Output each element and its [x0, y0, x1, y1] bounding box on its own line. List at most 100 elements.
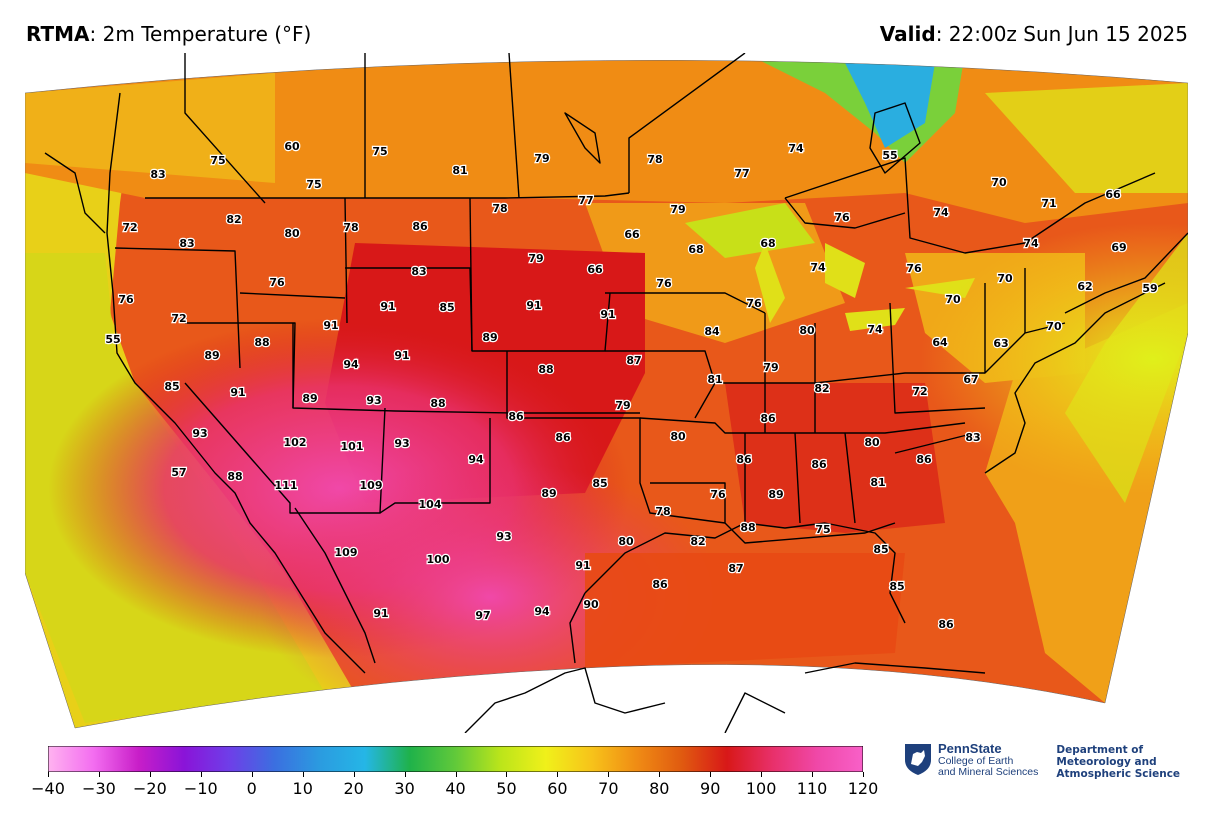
- colorbar-tickmark: [98, 772, 100, 777]
- temperature-label: 83: [150, 168, 165, 181]
- temperature-label: 86: [555, 431, 571, 444]
- temperature-label: 104: [419, 498, 442, 511]
- temperature-label: 109: [335, 546, 358, 559]
- colorbar-tick-label: 50: [496, 779, 517, 798]
- colorbar-tick-label: 70: [598, 779, 619, 798]
- temperature-label: 88: [254, 336, 269, 349]
- colorbar-tickmark: [353, 772, 355, 777]
- temperature-label: 63: [993, 337, 1008, 350]
- temperature-label: 91: [600, 308, 615, 321]
- colorbar-tick-label: 0: [246, 779, 257, 798]
- colorbar-tickmark: [48, 772, 49, 777]
- temperature-label: 64: [932, 336, 948, 349]
- temperature-label: 66: [1105, 188, 1121, 201]
- temperature-label: 67: [963, 373, 978, 386]
- temperature-label: 88: [227, 470, 242, 483]
- temperature-label: 111: [275, 479, 298, 492]
- temperature-label: 91: [380, 300, 395, 313]
- temperature-label: 66: [624, 228, 640, 241]
- colorbar-tick-label: −30: [82, 779, 116, 798]
- temperature-label: 83: [411, 265, 426, 278]
- temperature-label: 69: [1111, 241, 1126, 254]
- temperature-label: 80: [618, 535, 634, 548]
- colorbar-tick-label: 100: [745, 779, 777, 798]
- temperature-label: 68: [760, 237, 775, 250]
- temperature-label: 86: [508, 410, 524, 423]
- temperature-label: 86: [916, 453, 932, 466]
- temperature-label: 76: [269, 276, 285, 289]
- colorbar-tick-label: 20: [343, 779, 364, 798]
- temperature-label: 72: [912, 385, 927, 398]
- colorbar-tick-label: 80: [649, 779, 670, 798]
- temperature-label: 75: [210, 154, 225, 167]
- temperature-label: 76: [118, 293, 134, 306]
- colorbar-tickmark: [404, 772, 406, 777]
- temperature-label: 81: [707, 373, 722, 386]
- colorbar-tickmark: [863, 772, 864, 777]
- colorbar-tick-label: 110: [796, 779, 828, 798]
- temperature-label: 82: [690, 535, 705, 548]
- temperature-label: 85: [164, 380, 179, 393]
- temperature-label: 85: [889, 580, 904, 593]
- temperature-label: 86: [760, 412, 776, 425]
- temperature-label: 91: [373, 607, 388, 620]
- temperature-label: 82: [226, 213, 241, 226]
- temperature-label: 77: [578, 194, 593, 207]
- temperature-label: 85: [873, 543, 888, 556]
- colorbar-tickmark: [302, 772, 304, 777]
- dept-line3: Atmospheric Science: [1056, 768, 1181, 780]
- temperature-label: 76: [834, 211, 850, 224]
- temperature-label: 85: [439, 301, 454, 314]
- temperature-label: 91: [323, 319, 338, 332]
- temperature-label: 101: [341, 440, 364, 453]
- temperature-label: 88: [740, 521, 755, 534]
- temperature-label: 70: [945, 293, 961, 306]
- temperature-label: 89: [302, 392, 317, 405]
- temperature-label: 78: [343, 221, 358, 234]
- colorbar-tickmark: [455, 772, 457, 777]
- temperature-label: 76: [656, 277, 672, 290]
- temperature-label: 68: [688, 243, 703, 256]
- colorbar-tickmark: [557, 772, 559, 777]
- colorbar-tickmark: [761, 772, 763, 777]
- temperature-label: 57: [171, 466, 186, 479]
- temperature-label: 83: [179, 237, 194, 250]
- temperature-label: 87: [728, 562, 743, 575]
- colorbar-tickmark: [200, 772, 202, 777]
- temperature-label: 109: [360, 479, 383, 492]
- temperature-label: 86: [736, 453, 752, 466]
- temperature-label: 72: [122, 221, 137, 234]
- temperature-label: 59: [1142, 282, 1157, 295]
- temperature-map: 60 75 75 83 75 81 79 78 74 55 77 70 71 66 77 78 79 76 74 82…: [25, 53, 1188, 733]
- colorbar: [48, 746, 863, 772]
- colorbar-tick-label: 30: [394, 779, 415, 798]
- colorbar-tickmark: [812, 772, 814, 777]
- temperature-label: 89: [541, 487, 556, 500]
- temperature-label: 89: [204, 349, 219, 362]
- temperature-label: 79: [528, 252, 543, 265]
- temperature-label: 78: [655, 505, 670, 518]
- temperature-label: 75: [306, 178, 321, 191]
- temperature-label: 91: [575, 559, 590, 572]
- temperature-label: 76: [746, 297, 762, 310]
- temperature-label: 70: [1046, 320, 1062, 333]
- temperature-label: 93: [394, 437, 409, 450]
- temperature-label: 93: [366, 394, 381, 407]
- temperature-label: 70: [997, 272, 1013, 285]
- psu-college-line2: and Mineral Sciences: [938, 766, 1039, 778]
- temperature-label: 94: [468, 453, 484, 466]
- temperature-label: 79: [670, 203, 685, 216]
- temperature-label: 77: [734, 167, 749, 180]
- colorbar-tickmark: [149, 772, 151, 777]
- temperature-label: 78: [647, 153, 662, 166]
- temperature-label: 55: [105, 333, 120, 346]
- temperature-label: 86: [811, 458, 827, 471]
- dept-line2: Meteorology and: [1056, 756, 1157, 768]
- colorbar-tick-label: 120: [847, 779, 879, 798]
- colorbar-tick-label: 90: [700, 779, 721, 798]
- temperature-label: 91: [526, 299, 541, 312]
- temperature-label: 80: [284, 227, 300, 240]
- temperature-label: 74: [867, 323, 883, 336]
- temperature-label: 76: [906, 262, 922, 275]
- dept-line1: Department of: [1056, 744, 1144, 756]
